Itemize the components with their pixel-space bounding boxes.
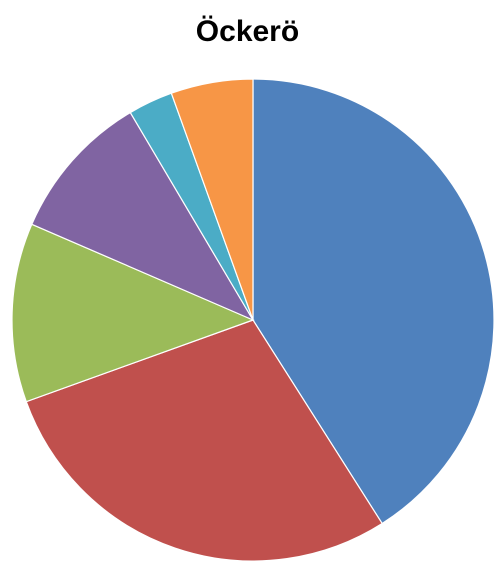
pie-slice-6	[170, 78, 254, 321]
pie-slice-4	[31, 111, 255, 322]
pie-slice-3	[11, 223, 255, 403]
pie-slices	[11, 78, 495, 562]
chart-title: Öckerö	[195, 15, 300, 48]
pie-slice-1	[252, 78, 495, 525]
pie-slice-2	[25, 319, 383, 562]
